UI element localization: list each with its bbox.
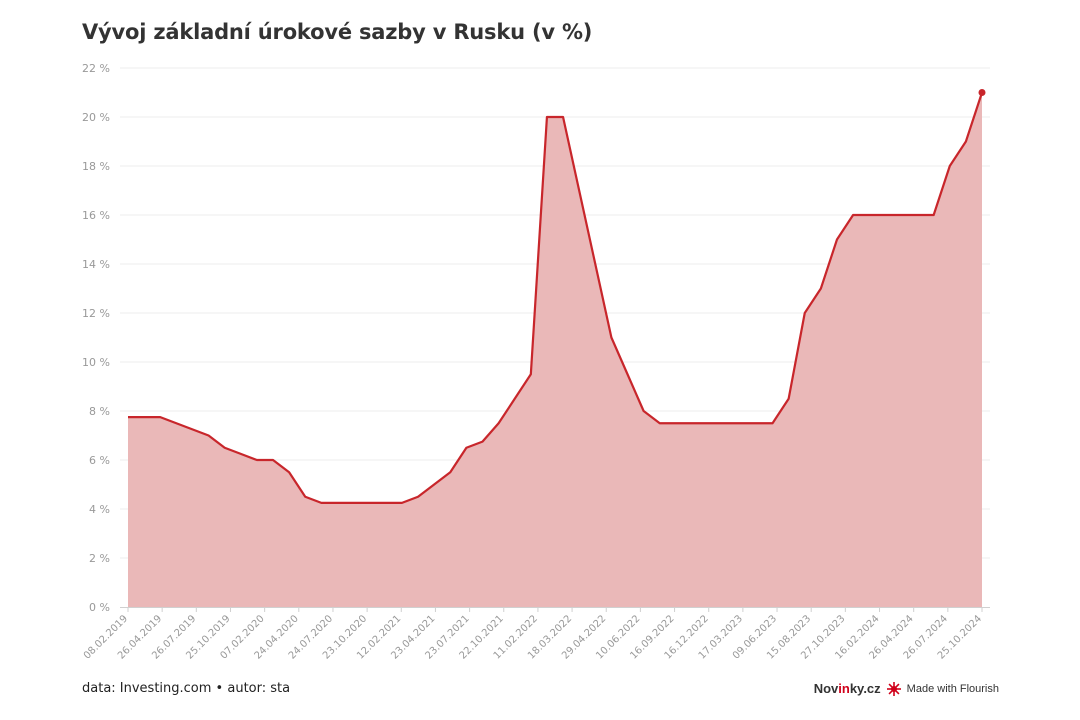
novinky-logo-part2: in	[838, 681, 850, 696]
novinky-logo-part1: Nov	[813, 681, 839, 696]
y-tick-label: 8 %	[89, 405, 110, 418]
y-tick-label: 20 %	[82, 111, 110, 124]
flourish-icon	[886, 681, 901, 696]
series-line	[128, 92, 984, 504]
area-series	[128, 89, 986, 607]
novinky-logo[interactable]: Novinky.cz	[814, 681, 881, 696]
made-with-flourish-link[interactable]: Made with Flourish	[906, 682, 999, 695]
novinky-logo-part3: ky.cz	[849, 681, 881, 696]
area-fill	[128, 92, 982, 607]
y-tick-label: 10 %	[82, 356, 110, 369]
y-tick-label: 18 %	[82, 160, 110, 173]
brand-block[interactable]: Novinky.cz Made with Flourish	[814, 681, 999, 696]
y-tick-label: 12 %	[82, 307, 110, 320]
y-tick-label: 16 %	[82, 209, 110, 222]
y-tick-label: 4 %	[89, 503, 110, 516]
last-point-marker[interactable]	[978, 89, 986, 96]
y-tick-label: 14 %	[82, 258, 110, 271]
area-chart: 0 % 2 % 4 % 6 % 8 % 10 % 12 % 14 % 16 % 18 % 20 % 2…	[82, 62, 990, 662]
chart-title: Vývoj základní úrokové sazby v Rusku (v …	[82, 20, 593, 44]
y-tick-label: 2 %	[89, 552, 110, 565]
y-tick-label: 22 %	[82, 62, 110, 75]
y-tick-label: 6 %	[89, 454, 110, 467]
y-tick-label: 0 %	[89, 601, 110, 614]
source-credit: data: Investing.com • autor: sta	[82, 681, 291, 696]
